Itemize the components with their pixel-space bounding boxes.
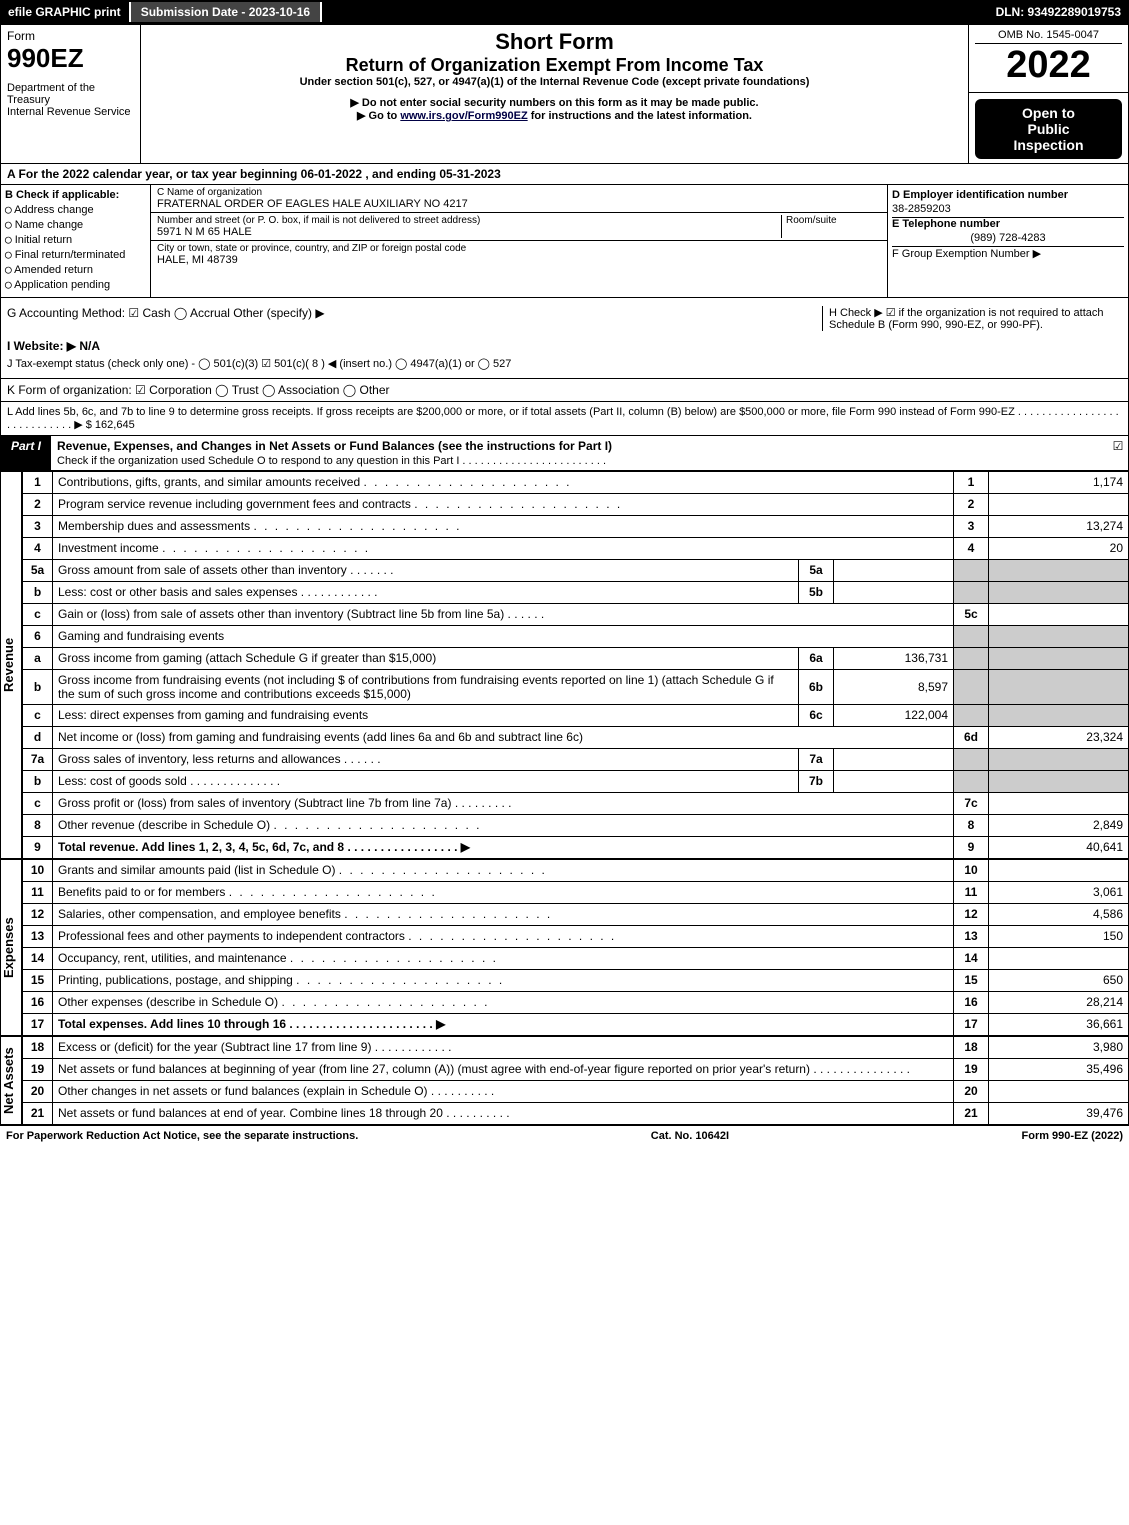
- side-label-expenses: Expenses: [0, 859, 22, 1036]
- footer-cat-no: Cat. No. 10642I: [651, 1130, 729, 1142]
- val-5b: [834, 581, 954, 603]
- line-j-tax-exempt: J Tax-exempt status (check only one) - ◯…: [7, 357, 1122, 370]
- misc-block: G Accounting Method: ☑ Cash ◯ Accrual Ot…: [0, 298, 1129, 379]
- org-name: FRATERNAL ORDER OF EAGLES HALE AUXILIARY…: [157, 198, 881, 210]
- chk-address-change[interactable]: ◯ Address change: [5, 203, 146, 216]
- line-l-gross-receipts: L Add lines 5b, 6c, and 7b to line 9 to …: [0, 402, 1129, 436]
- info-grid: B Check if applicable: ◯ Address change …: [0, 185, 1129, 298]
- val-7b: [834, 770, 954, 792]
- street-label: Number and street (or P. O. box, if mail…: [157, 215, 781, 226]
- val-7a: [834, 748, 954, 770]
- city-label: City or town, state or province, country…: [157, 243, 881, 254]
- val-4: 20: [989, 537, 1129, 559]
- part1-checkbox[interactable]: ☑: [1108, 436, 1128, 470]
- side-label-revenue: Revenue: [0, 471, 22, 859]
- val-6b: 8,597: [834, 669, 954, 704]
- line-g-accounting: G Accounting Method: ☑ Cash ◯ Accrual Ot…: [7, 306, 822, 331]
- val-17: 36,661: [989, 1013, 1129, 1035]
- part1-title: Revenue, Expenses, and Changes in Net As…: [51, 436, 1108, 470]
- efile-print-label[interactable]: efile GRAPHIC print: [0, 2, 129, 22]
- line-k-org-form: K Form of organization: ☑ Corporation ◯ …: [0, 379, 1129, 402]
- omb-number: OMB No. 1545-0047: [975, 29, 1122, 44]
- val-8: 2,849: [989, 814, 1129, 836]
- part1-header: Part I Revenue, Expenses, and Changes in…: [0, 436, 1129, 471]
- chk-final-return[interactable]: ◯ Final return/terminated: [5, 248, 146, 261]
- val-14: [989, 947, 1129, 969]
- side-label-net-assets: Net Assets: [0, 1036, 22, 1125]
- val-19: 35,496: [989, 1058, 1129, 1080]
- revenue-table: 1Contributions, gifts, grants, and simil…: [22, 471, 1129, 859]
- footer-form-ref: Form 990-EZ (2022): [1022, 1130, 1123, 1142]
- tel-label: E Telephone number: [892, 218, 1124, 230]
- org-name-label: C Name of organization: [157, 187, 881, 198]
- page-footer: For Paperwork Reduction Act Notice, see …: [0, 1125, 1129, 1146]
- ein-label: D Employer identification number: [892, 189, 1124, 201]
- line-i-website: I Website: ▶ N/A: [7, 339, 1122, 353]
- chk-name-change[interactable]: ◯ Name change: [5, 218, 146, 231]
- chk-initial-return[interactable]: ◯ Initial return: [5, 233, 146, 246]
- city-value: HALE, MI 48739: [157, 254, 881, 266]
- val-21: 39,476: [989, 1102, 1129, 1124]
- col-b-checkboxes: B Check if applicable: ◯ Address change …: [1, 185, 151, 297]
- tax-year: 2022: [975, 44, 1122, 87]
- val-5a: [834, 559, 954, 581]
- form-number: 990EZ: [7, 43, 134, 74]
- col-b-header: B Check if applicable:: [5, 189, 146, 201]
- val-16: 28,214: [989, 991, 1129, 1013]
- irs-link[interactable]: www.irs.gov/Form990EZ: [400, 110, 527, 122]
- line-h-schedule-b: H Check ▶ ☑ if the organization is not r…: [822, 306, 1122, 331]
- val-10: [989, 859, 1129, 881]
- val-20: [989, 1080, 1129, 1102]
- chk-pending[interactable]: ◯ Application pending: [5, 278, 146, 291]
- note-goto: ▶ Go to www.irs.gov/Form990EZ for instru…: [147, 109, 962, 122]
- col-c-org-info: C Name of organization FRATERNAL ORDER O…: [151, 185, 888, 297]
- dln-label: DLN: 93492289019753: [988, 2, 1129, 22]
- chk-amended[interactable]: ◯ Amended return: [5, 263, 146, 276]
- part1-tab: Part I: [1, 436, 51, 470]
- form-header: Form 990EZ Department of the Treasury In…: [0, 24, 1129, 164]
- net-assets-table: 18Excess or (deficit) for the year (Subt…: [22, 1036, 1129, 1125]
- open-to-public-box: Open to Public Inspection: [975, 99, 1122, 159]
- val-13: 150: [989, 925, 1129, 947]
- tel-value: (989) 728-4283: [892, 230, 1124, 247]
- val-3: 13,274: [989, 515, 1129, 537]
- val-15: 650: [989, 969, 1129, 991]
- val-6a: 136,731: [834, 647, 954, 669]
- note-ssn: ▶ Do not enter social security numbers o…: [147, 96, 962, 109]
- room-label: Room/suite: [786, 215, 881, 226]
- form-label: Form: [7, 29, 134, 43]
- street-value: 5971 N M 65 HALE: [157, 226, 781, 238]
- val-1: 1,174: [989, 471, 1129, 493]
- group-exemption-label: F Group Exemption Number ▶: [892, 247, 1124, 260]
- title-return: Return of Organization Exempt From Incom…: [147, 55, 962, 76]
- footer-left: For Paperwork Reduction Act Notice, see …: [6, 1130, 358, 1142]
- val-6d: 23,324: [989, 726, 1129, 748]
- val-18: 3,980: [989, 1036, 1129, 1058]
- title-under-section: Under section 501(c), 527, or 4947(a)(1)…: [147, 76, 962, 88]
- val-11: 3,061: [989, 881, 1129, 903]
- val-9: 40,641: [989, 836, 1129, 858]
- dept-treasury: Department of the Treasury: [7, 82, 134, 106]
- val-6c: 122,004: [834, 704, 954, 726]
- val-12: 4,586: [989, 903, 1129, 925]
- ein-value: 38-2859203: [892, 201, 1124, 218]
- val-2: [989, 493, 1129, 515]
- title-short-form: Short Form: [147, 29, 962, 55]
- dept-irs: Internal Revenue Service: [7, 106, 134, 118]
- expenses-table: 10Grants and similar amounts paid (list …: [22, 859, 1129, 1036]
- col-d-numbers: D Employer identification number 38-2859…: [888, 185, 1128, 297]
- top-bar: efile GRAPHIC print Submission Date - 20…: [0, 0, 1129, 24]
- val-5c: [989, 603, 1129, 625]
- val-7c: [989, 792, 1129, 814]
- section-a-tax-year: A For the 2022 calendar year, or tax yea…: [0, 164, 1129, 185]
- submission-date-label: Submission Date - 2023-10-16: [129, 2, 322, 22]
